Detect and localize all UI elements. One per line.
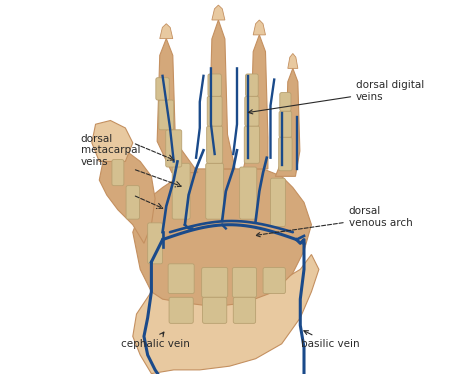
Text: dorsal
venous arch: dorsal venous arch [256, 207, 412, 237]
FancyBboxPatch shape [168, 264, 194, 294]
FancyBboxPatch shape [202, 297, 227, 323]
FancyBboxPatch shape [126, 186, 139, 219]
Polygon shape [212, 5, 225, 20]
Polygon shape [209, 20, 235, 169]
FancyBboxPatch shape [148, 223, 163, 264]
Polygon shape [243, 35, 268, 169]
FancyBboxPatch shape [279, 111, 292, 137]
FancyBboxPatch shape [208, 74, 221, 96]
FancyBboxPatch shape [169, 297, 193, 323]
Text: cephalic vein: cephalic vein [121, 332, 190, 349]
FancyBboxPatch shape [166, 130, 182, 167]
FancyBboxPatch shape [233, 297, 255, 323]
Polygon shape [157, 39, 198, 173]
FancyBboxPatch shape [280, 93, 291, 111]
FancyBboxPatch shape [207, 96, 222, 126]
FancyBboxPatch shape [172, 163, 190, 219]
Polygon shape [160, 24, 173, 39]
Text: dorsal digital
veins: dorsal digital veins [248, 80, 424, 114]
FancyBboxPatch shape [159, 100, 174, 130]
Polygon shape [133, 169, 311, 307]
Polygon shape [133, 255, 319, 374]
Polygon shape [275, 68, 300, 176]
FancyBboxPatch shape [271, 178, 285, 226]
FancyBboxPatch shape [244, 126, 260, 163]
Polygon shape [99, 150, 155, 243]
FancyBboxPatch shape [263, 267, 285, 294]
FancyBboxPatch shape [232, 267, 256, 297]
FancyBboxPatch shape [201, 267, 228, 297]
FancyBboxPatch shape [239, 167, 257, 219]
FancyBboxPatch shape [207, 126, 223, 163]
Text: dorsal
metacarpal
veins: dorsal metacarpal veins [81, 134, 140, 167]
FancyBboxPatch shape [279, 137, 292, 171]
Polygon shape [92, 120, 133, 162]
Polygon shape [253, 20, 265, 35]
FancyBboxPatch shape [156, 78, 169, 100]
Text: basilic vein: basilic vein [301, 331, 359, 349]
FancyBboxPatch shape [245, 96, 259, 126]
FancyBboxPatch shape [112, 160, 124, 186]
Polygon shape [288, 54, 298, 68]
FancyBboxPatch shape [246, 74, 258, 96]
FancyBboxPatch shape [206, 163, 224, 219]
